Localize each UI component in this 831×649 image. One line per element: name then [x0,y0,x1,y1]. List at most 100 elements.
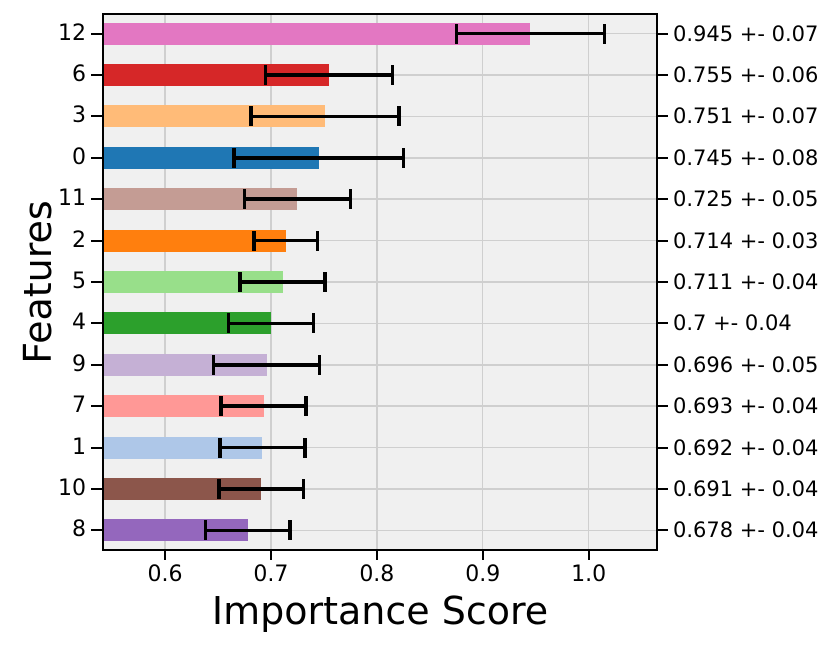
y-axis-tick [91,239,102,242]
y-tick-label: 12 [58,20,86,46]
right-axis-tick [658,32,668,35]
error-bar-cap [263,65,268,86]
y-tick-label: 1 [72,434,86,460]
x-axis-tick [375,551,378,560]
x-axis-tick [481,551,484,560]
x-tick-label: 0.6 [147,562,183,587]
right-axis-tick [658,239,668,242]
right-value-label: 0.755 +- 0.06 [673,63,819,88]
error-bar-cap [317,354,322,375]
error-bar-cap [219,396,223,417]
error-bar-line [228,321,314,326]
error-bar-cap [454,23,458,44]
right-axis-tick [658,115,668,118]
right-value-label: 0.751 +- 0.07 [673,104,819,129]
x-tick-label: 0.8 [359,562,395,587]
bar-feature-11 [102,188,298,211]
y-axis-tick [91,74,102,77]
right-value-label: 0.692 +- 0.04 [673,435,819,460]
right-axis-tick [658,156,668,159]
right-value-label: 0.693 +- 0.04 [673,394,819,419]
right-value-label: 0.7 +- 0.04 [673,311,792,336]
right-value-label: 0.745 +- 0.08 [673,145,819,170]
y-tick-label: 3 [72,103,86,129]
x-tick-label: 1.0 [571,562,607,587]
y-tick-label: 7 [72,393,86,419]
error-bar-line [220,445,305,450]
error-bar-cap [211,354,216,375]
right-axis-tick [658,363,668,366]
error-bar-cap [390,65,395,86]
error-bar-line [244,197,351,201]
error-bar-line [213,363,320,367]
grid-line-horizontal [102,322,658,325]
x-axis-tick [269,551,272,560]
error-bar-cap [252,230,256,251]
error-bar-line [240,280,325,284]
error-bar-line [253,238,318,243]
error-bar-cap [238,272,242,292]
y-axis-tick [91,281,102,283]
bar-feature-1 [102,436,263,459]
right-value-label: 0.725 +- 0.05 [673,187,819,212]
bar-feature-6 [102,64,330,87]
grid-line-horizontal [102,405,658,407]
y-axis-tick [91,529,102,532]
y-axis-tick [91,322,102,325]
bar-feature-0 [102,146,319,169]
bar-feature-2 [102,229,286,252]
error-bar-cap [602,23,607,44]
right-axis-tick [658,281,668,283]
right-value-label: 0.678 +- 0.04 [673,518,819,543]
error-bar-cap [323,272,327,292]
y-axis-tick [91,115,102,118]
error-bar-line [221,404,306,408]
error-bar-line [456,31,605,36]
error-bar-cap [232,147,236,168]
x-tick-label: 0.9 [465,562,501,587]
right-axis-tick [658,487,668,490]
error-bar-cap [226,313,231,334]
error-bar-cap [288,520,292,541]
y-axis-tick [91,156,102,159]
error-bar-cap [315,230,320,251]
bar-feature-7 [102,395,264,418]
error-bar-cap [203,520,207,541]
right-axis-tick [658,198,668,201]
y-tick-label: 0 [72,144,86,170]
error-bar-cap [311,313,316,334]
right-axis-tick [658,405,668,408]
grid-line-horizontal [102,446,658,449]
grid-line-horizontal [102,198,658,200]
error-bar-cap [348,189,353,210]
right-axis-tick [658,74,668,77]
error-bar-line [233,156,404,160]
grid-line-horizontal [102,281,658,283]
x-axis-tick [587,551,590,560]
bar-feature-10 [102,477,262,500]
error-bar-line [205,528,290,533]
bar-feature-5 [102,271,283,293]
grid-line-horizontal [102,529,658,532]
bar-feature-9 [102,353,267,376]
right-value-label: 0.696 +- 0.05 [673,352,819,377]
plot-area [102,13,658,551]
right-axis-tick [658,322,668,325]
bar-feature-3 [102,105,325,128]
x-axis-tick [164,551,166,560]
error-bar-cap [217,478,221,499]
right-axis-tick [658,529,668,532]
bar-feature-12 [102,22,531,45]
bar-feature-8 [102,519,248,542]
error-bar-cap [303,437,307,458]
y-axis-tick [91,198,102,201]
y-tick-label: 9 [72,351,86,377]
right-value-label: 0.714 +- 0.03 [673,228,819,253]
error-bar-cap [304,396,308,417]
error-bar-cap [242,189,247,210]
x-axis-label: Importance Score [211,589,549,633]
y-axis-tick [91,487,102,490]
error-bar-line [265,73,393,77]
right-axis-tick [658,446,668,449]
y-axis-tick [91,405,102,408]
